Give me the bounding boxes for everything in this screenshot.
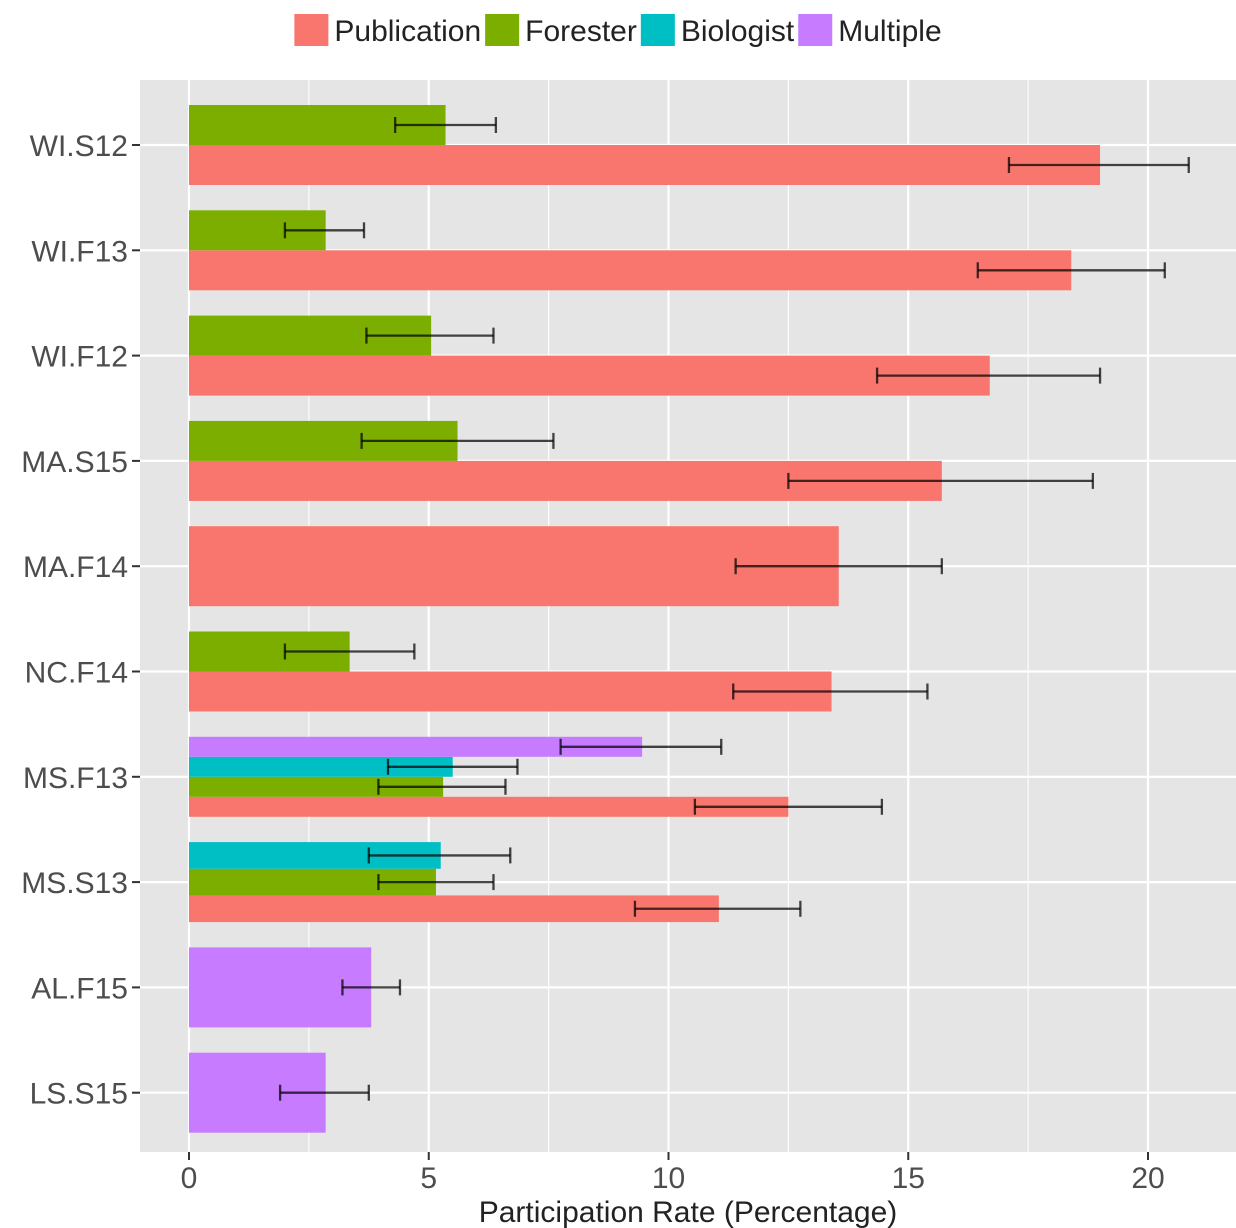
x-tick-label-10: 10: [652, 1162, 685, 1195]
bar-publication-ms-s13: [189, 895, 719, 923]
legend-key-publication: [294, 14, 329, 46]
legend-key-forester: [485, 14, 520, 46]
error-bar-multiple-al-f15: [341, 979, 402, 996]
y-tick-label-wi-f13: WI.F13: [31, 235, 128, 268]
error-bar-multiple-ls-s15: [278, 1084, 370, 1101]
legend-label-biologist: Biologist: [681, 15, 795, 48]
error-bar-forester-wi-s12: [394, 117, 498, 133]
x-axis-title: Participation Rate (Percentage): [479, 1196, 898, 1228]
error-bar-publication-wi-f13: [976, 262, 1166, 279]
bar-publication-wi-f13: [189, 250, 1072, 291]
x-tick-label-5: 5: [420, 1162, 437, 1195]
bar-multiple-ms-f13: [189, 736, 643, 757]
legend-key-multiple: [798, 14, 833, 46]
y-axis: WI.S12 WI.F13 WI.F12 MA.S15 MA.F14 NC.F14 MS.F…: [21, 130, 140, 1111]
error-bar-forester-nc-f14: [283, 643, 416, 660]
y-tick-label-ma-f14: MA.F14: [23, 551, 128, 584]
x-tick-label-20: 20: [1131, 1162, 1164, 1195]
bar-publication-ms-f13: [189, 796, 789, 817]
x-tick-label-0: 0: [181, 1162, 198, 1195]
error-bar-forester-ms-f13: [377, 778, 507, 795]
bar-biologist-ms-f13: [189, 756, 453, 777]
legend-key-biologist: [640, 14, 675, 46]
y-tick-label-ma-s15: MA.S15: [21, 446, 128, 479]
bar-publication-ma-f14: [189, 526, 839, 607]
bars: [189, 105, 1101, 1133]
error-bar-publication-nc-f14: [732, 683, 929, 700]
bar-forester-ms-f13: [189, 776, 444, 797]
y-tick-label-ms-f13: MS.F13: [23, 762, 128, 795]
error-bars: [278, 117, 1190, 1101]
error-bar-publication-ma-s15: [787, 472, 1095, 489]
bar-publication-nc-f14: [189, 671, 832, 712]
legend-label-forester: Forester: [525, 15, 637, 48]
legend-label-publication: Publication: [334, 15, 481, 48]
y-tick-label-al-f15: AL.F15: [31, 972, 128, 1005]
error-bar-forester-wi-f13: [283, 222, 366, 239]
error-bar-publication-ms-f13: [693, 798, 884, 815]
error-bar-publication-ma-f14: [734, 558, 943, 575]
error-bar-biologist-ms-s13: [367, 847, 512, 864]
y-tick-label-ls-s15: LS.S15: [30, 1078, 128, 1111]
y-tick-label-wi-f12: WI.F12: [31, 341, 128, 374]
error-bar-publication-wi-f12: [875, 367, 1102, 384]
error-bar-forester-wi-f12: [365, 327, 495, 344]
y-tick-label-nc-f14: NC.F14: [25, 657, 128, 690]
error-bar-publication-ms-s13: [633, 900, 802, 917]
error-bar-multiple-ms-f13: [559, 738, 723, 755]
bar-multiple-al-f15: [189, 947, 372, 1028]
error-bar-forester-ma-s15: [360, 432, 555, 449]
error-bar-biologist-ms-f13: [386, 758, 519, 775]
x-axis: 0 5 10 15 20: [181, 1152, 1165, 1195]
error-bar-publication-wi-s12: [1007, 157, 1190, 173]
x-tick-label-15: 15: [892, 1162, 925, 1195]
y-tick-label-ms-s13: MS.S13: [21, 867, 128, 900]
legend: Publication Forester Biologist Multiple: [294, 14, 942, 48]
bar-publication-wi-f12: [189, 355, 990, 396]
legend-label-multiple: Multiple: [838, 15, 941, 48]
y-tick-label-wi-s12: WI.S12: [30, 130, 128, 163]
bar-publication-wi-s12: [189, 145, 1101, 185]
error-bar-forester-ms-s13: [377, 874, 495, 891]
